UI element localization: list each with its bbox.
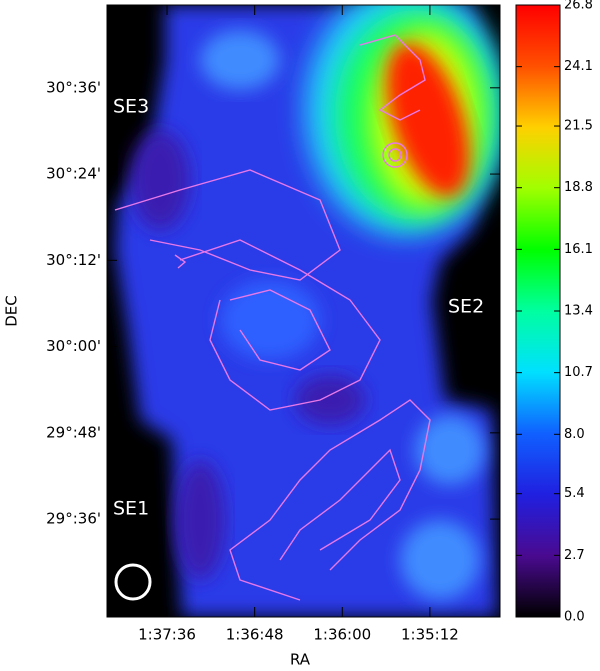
x-tick-label: 1:36:48: [226, 626, 284, 644]
beam: [114, 563, 152, 601]
y-tick-label: 30°:00': [46, 337, 101, 355]
x-tick-label: 1:37:36: [138, 626, 196, 644]
colorbar-tick-label: 13.4: [564, 304, 593, 319]
colorbar-tick-label: 8.0: [564, 427, 585, 442]
y-tick-label: 30°:24': [46, 165, 101, 183]
colorbar-tick-label: 5.4: [564, 486, 585, 501]
y-tick-label: 29°:48': [46, 423, 101, 441]
annotation: SE3: [113, 96, 149, 118]
annotation: SE1: [113, 498, 149, 520]
y-tick-label: 30°:12': [46, 251, 101, 269]
colorbar-tick-label: 2.7: [564, 548, 585, 563]
colorbar-tick-label: 26.8: [564, 0, 593, 13]
colorbar: [516, 5, 560, 617]
colorbar-tick-label: 21.5: [564, 119, 593, 134]
colorbar-tick-label: 24.1: [564, 59, 593, 74]
emission-map: [107, 5, 500, 617]
colorbar-tick-label: 16.1: [564, 242, 593, 257]
x-axis-label: RA: [290, 651, 311, 669]
x-tick-label: 1:36:00: [313, 626, 371, 644]
colorbar-tick-label: 18.8: [564, 180, 593, 195]
annotation: SE2: [448, 296, 484, 318]
y-tick-label: 29°:36': [46, 510, 101, 528]
colorbar-tick-label: 0.0: [564, 610, 585, 625]
x-tick-label: 1:35:12: [401, 626, 459, 644]
y-tick-label: 30°:36': [46, 78, 101, 96]
colorbar-tick-label: 10.7: [564, 365, 593, 380]
plot-frame: [106, 4, 501, 618]
y-axis-label: DEC: [3, 295, 21, 327]
